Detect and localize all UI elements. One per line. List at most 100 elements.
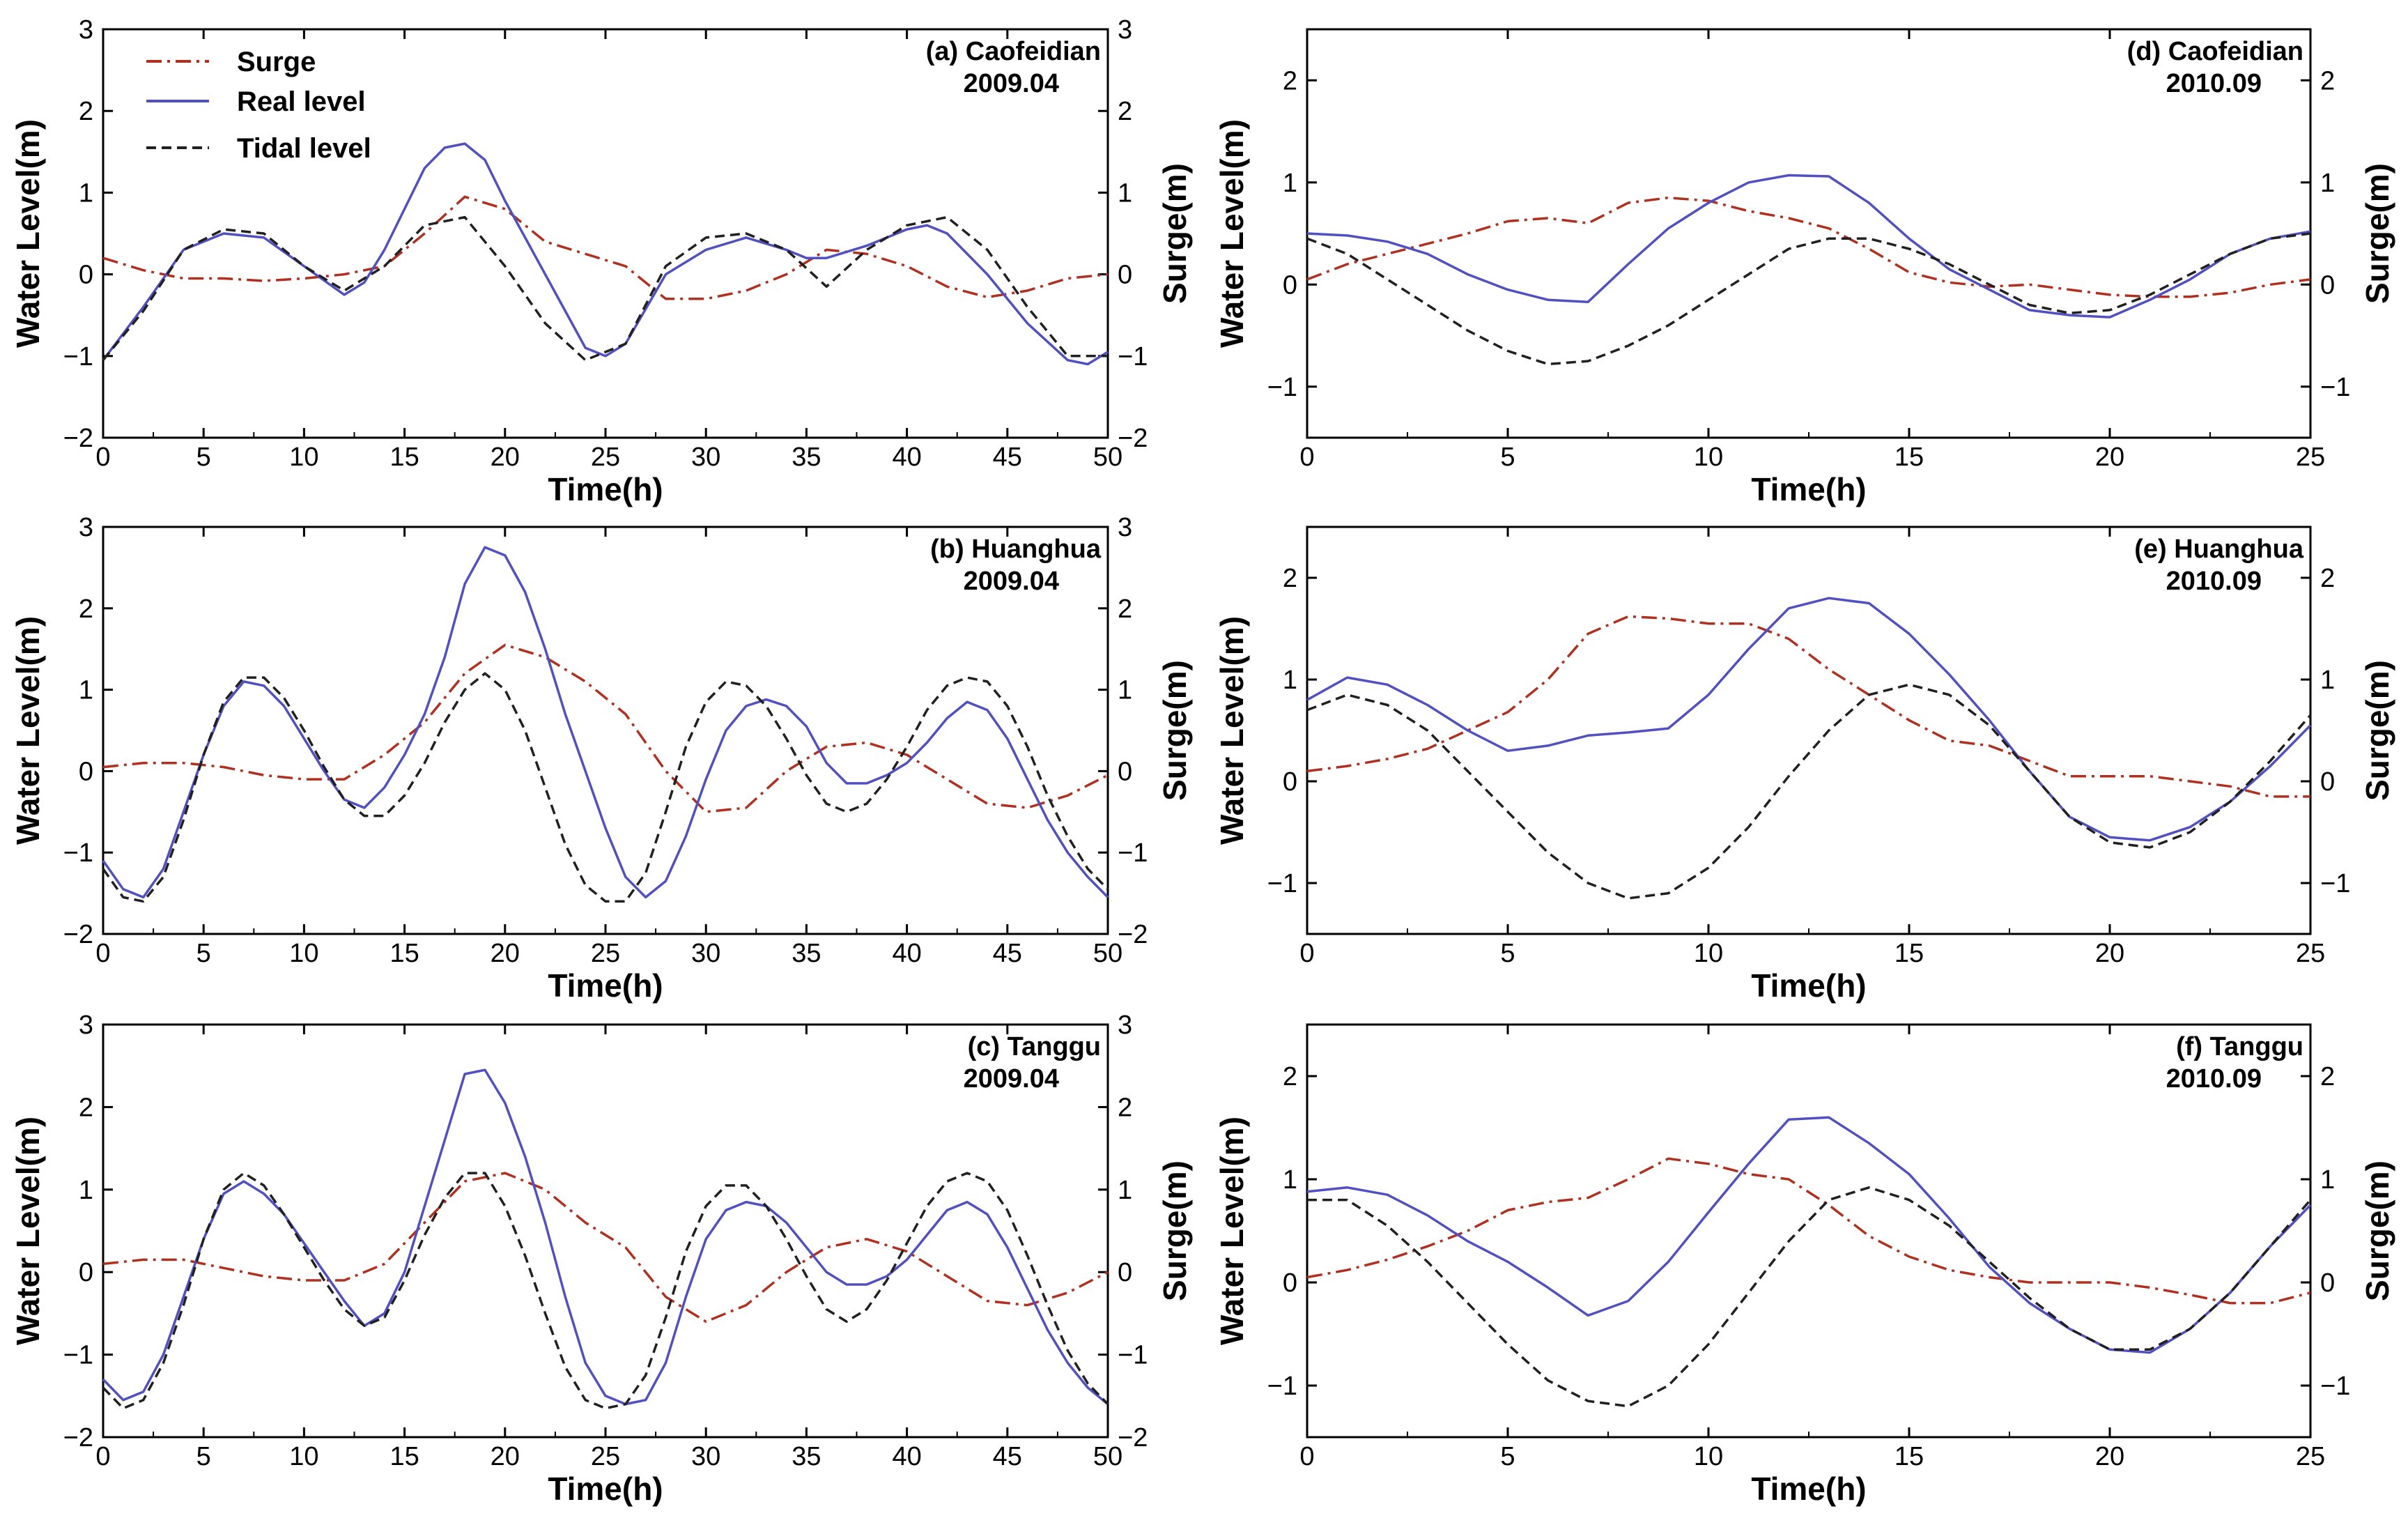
y2-tick-label: 3 bbox=[1118, 1011, 1132, 1040]
y-tick-label: −1 bbox=[1267, 373, 1297, 402]
panel-d: 0 5 10 15 20 25 −1 0 1 2 −1 0 1 2 (d) Caofeidian 2010.0… bbox=[1214, 28, 2395, 507]
x-tick-label: 45 bbox=[993, 1442, 1022, 1471]
y-tick-label: 1 bbox=[1283, 169, 1297, 198]
y2-tick-label: 1 bbox=[1118, 178, 1132, 208]
x-tick-label: 50 bbox=[1093, 939, 1122, 968]
y2-tick-label: −1 bbox=[2320, 1372, 2350, 1401]
y-tick-label: 0 bbox=[1283, 767, 1297, 797]
y2-tick-label: 2 bbox=[1118, 1093, 1132, 1122]
panel-title-e: (e) Huanghua bbox=[2134, 535, 2304, 564]
y-tick-label: −2 bbox=[63, 920, 93, 949]
x-tick-label: 5 bbox=[196, 443, 211, 472]
panel-title-d: (d) Caofeidian bbox=[2127, 37, 2303, 66]
x-tick-label: 0 bbox=[95, 1442, 110, 1471]
y2-axis-label-a: Surge(m) bbox=[1157, 163, 1193, 304]
panel-b: 0 5 10 15 20 25 30 35 40 45 50−2−10123−2−10123(b) … bbox=[10, 513, 1193, 1004]
x-tick-label: 20 bbox=[491, 1442, 520, 1471]
x-tick-label: 20 bbox=[491, 443, 520, 472]
y-tick-label: 2 bbox=[1283, 564, 1297, 593]
y2-tick-label: 0 bbox=[1118, 757, 1132, 786]
y2-tick-label: 0 bbox=[2320, 1268, 2335, 1298]
plot-frame-f bbox=[1306, 1023, 2312, 1439]
y2-axis-label-e: Surge(m) bbox=[2359, 660, 2395, 801]
x-axis-label-d: Time(h) bbox=[1751, 471, 1866, 507]
y-tick-label: −1 bbox=[63, 1341, 93, 1370]
panels: 0 5 10 15 20 25 30 35 40 45 50−2−10123−2−10123(a) … bbox=[10, 15, 2395, 1507]
x-tick-label: 10 bbox=[1694, 1442, 1723, 1471]
x-tick-label: 45 bbox=[993, 939, 1022, 968]
x-tick-label: 20 bbox=[2095, 939, 2124, 968]
panel-subtitle-c: 2009.04 bbox=[964, 1064, 1059, 1094]
y-tick-label: 1 bbox=[1283, 666, 1297, 695]
legend-tidal-label: Tidal level bbox=[237, 133, 371, 164]
y-tick-label: 2 bbox=[79, 1093, 93, 1122]
y2-tick-label: −2 bbox=[1118, 1423, 1148, 1452]
x-tick-label: 10 bbox=[1694, 443, 1723, 472]
y2-tick-label: 0 bbox=[2320, 270, 2335, 300]
x-tick-label: 15 bbox=[389, 443, 419, 472]
panel-title-f: (f) Tanggu bbox=[2176, 1032, 2303, 1061]
x-axis-label-b: Time(h) bbox=[548, 967, 663, 1004]
y2-tick-label: 2 bbox=[1118, 595, 1132, 624]
y2-tick-label: −1 bbox=[1118, 1341, 1148, 1370]
y-tick-label: 0 bbox=[1283, 270, 1297, 300]
y-tick-label: 3 bbox=[79, 1011, 93, 1040]
x-tick-label: 15 bbox=[1894, 443, 1924, 472]
y-tick-label: 2 bbox=[1283, 66, 1297, 95]
series-surge-line-c bbox=[102, 1172, 1109, 1323]
panel-title-a: (a) Caofeidian bbox=[926, 37, 1101, 66]
x-tick-label: 25 bbox=[2296, 939, 2325, 968]
panel-subtitle-f: 2010.09 bbox=[2166, 1064, 2262, 1094]
y-tick-label: 2 bbox=[79, 595, 93, 624]
y-axis-label-a: Water Level(m) bbox=[10, 119, 46, 348]
series-tidal-line-f bbox=[1307, 1186, 2312, 1408]
x-tick-label: 20 bbox=[2095, 443, 2124, 472]
y2-tick-label: 2 bbox=[2320, 66, 2335, 95]
series-tidal-line-c bbox=[102, 1172, 1109, 1410]
y2-tick-label: 1 bbox=[2320, 1165, 2335, 1195]
y2-tick-label: −1 bbox=[1118, 342, 1148, 371]
x-tick-label: 5 bbox=[1500, 443, 1515, 472]
y-axis-label-d: Water Level(m) bbox=[1214, 119, 1250, 348]
y2-tick-label: −1 bbox=[2320, 373, 2350, 402]
x-tick-label: 5 bbox=[196, 1442, 211, 1471]
y-axis-label-e: Water Level(m) bbox=[1214, 616, 1250, 845]
y2-tick-label: 2 bbox=[2320, 564, 2335, 593]
panel-a: 0 5 10 15 20 25 30 35 40 45 50−2−10123−2−10123(a) … bbox=[10, 15, 1193, 507]
x-tick-label: 25 bbox=[591, 1442, 620, 1471]
y-tick-label: 0 bbox=[79, 757, 93, 786]
x-tick-label: 25 bbox=[2296, 1442, 2325, 1471]
y-tick-label: 0 bbox=[79, 261, 93, 290]
x-tick-label: 30 bbox=[691, 443, 720, 472]
x-tick-label: 10 bbox=[289, 1442, 318, 1471]
panel-f: 0 5 10 15 20 25 −1 0 1 2 −1 0 1 2 (f) Tanggu 2010.09 Tim… bbox=[1214, 1023, 2395, 1507]
y-tick-label: −1 bbox=[1267, 869, 1297, 898]
x-tick-label: 35 bbox=[792, 443, 821, 472]
x-tick-label: 0 bbox=[95, 443, 110, 472]
x-tick-label: 25 bbox=[2296, 443, 2325, 472]
x-axis-label-c: Time(h) bbox=[548, 1471, 663, 1507]
y-tick-label: −1 bbox=[1267, 1372, 1297, 1401]
legend-real-label: Real level bbox=[237, 86, 366, 117]
legend-surge-label: Surge bbox=[237, 47, 316, 77]
y-tick-label: 3 bbox=[79, 15, 93, 45]
x-tick-label: 10 bbox=[289, 939, 318, 968]
x-tick-label: 15 bbox=[1894, 939, 1924, 968]
y-tick-label: −2 bbox=[63, 424, 93, 453]
x-tick-label: 0 bbox=[95, 939, 110, 968]
x-tick-label: 30 bbox=[691, 1442, 720, 1471]
x-tick-label: 35 bbox=[792, 1442, 821, 1471]
y-tick-label: 2 bbox=[79, 97, 93, 126]
x-tick-label: 0 bbox=[1299, 1442, 1314, 1471]
x-axis-label-e: Time(h) bbox=[1751, 967, 1866, 1004]
y2-tick-label: −2 bbox=[1118, 424, 1148, 453]
y-tick-label: 1 bbox=[79, 1176, 93, 1205]
y-tick-label: 2 bbox=[1283, 1062, 1297, 1091]
y-tick-label: −2 bbox=[63, 1423, 93, 1452]
series-surge-line-a bbox=[102, 195, 1109, 300]
y-tick-label: −1 bbox=[63, 342, 93, 371]
x-tick-label: 45 bbox=[993, 443, 1022, 472]
y-axis-label-b: Water Level(m) bbox=[10, 616, 46, 845]
y-tick-label: 1 bbox=[1283, 1165, 1297, 1195]
